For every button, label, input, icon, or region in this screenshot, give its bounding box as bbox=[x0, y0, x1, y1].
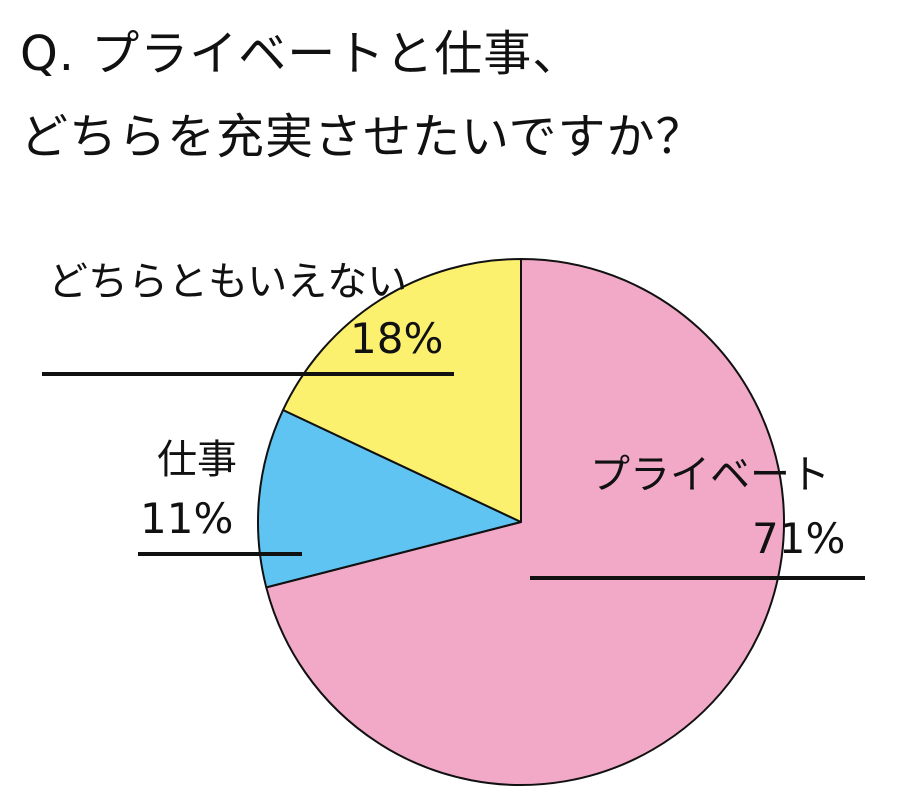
leader-line-work bbox=[138, 552, 302, 556]
slice-value-private: 71% bbox=[752, 514, 846, 563]
slice-value-work: 11% bbox=[140, 494, 234, 543]
slice-value-neither: 18% bbox=[350, 314, 444, 363]
pie-slice-work bbox=[257, 409, 522, 589]
leader-line-neither bbox=[42, 372, 454, 376]
chart-title-line-1: Q. プライベートと仕事、 bbox=[20, 26, 582, 82]
slice-label-work: 仕事 bbox=[157, 437, 237, 483]
slice-label-neither: どちらともいえない bbox=[48, 259, 408, 305]
pie-slice-neither bbox=[282, 258, 522, 523]
pie-slice-private bbox=[265, 258, 785, 786]
slice-label-private: プライベート bbox=[590, 452, 830, 498]
chart-title-line-2: どちらを充実させたいですか？ bbox=[20, 109, 705, 165]
leader-line-private bbox=[530, 576, 865, 580]
